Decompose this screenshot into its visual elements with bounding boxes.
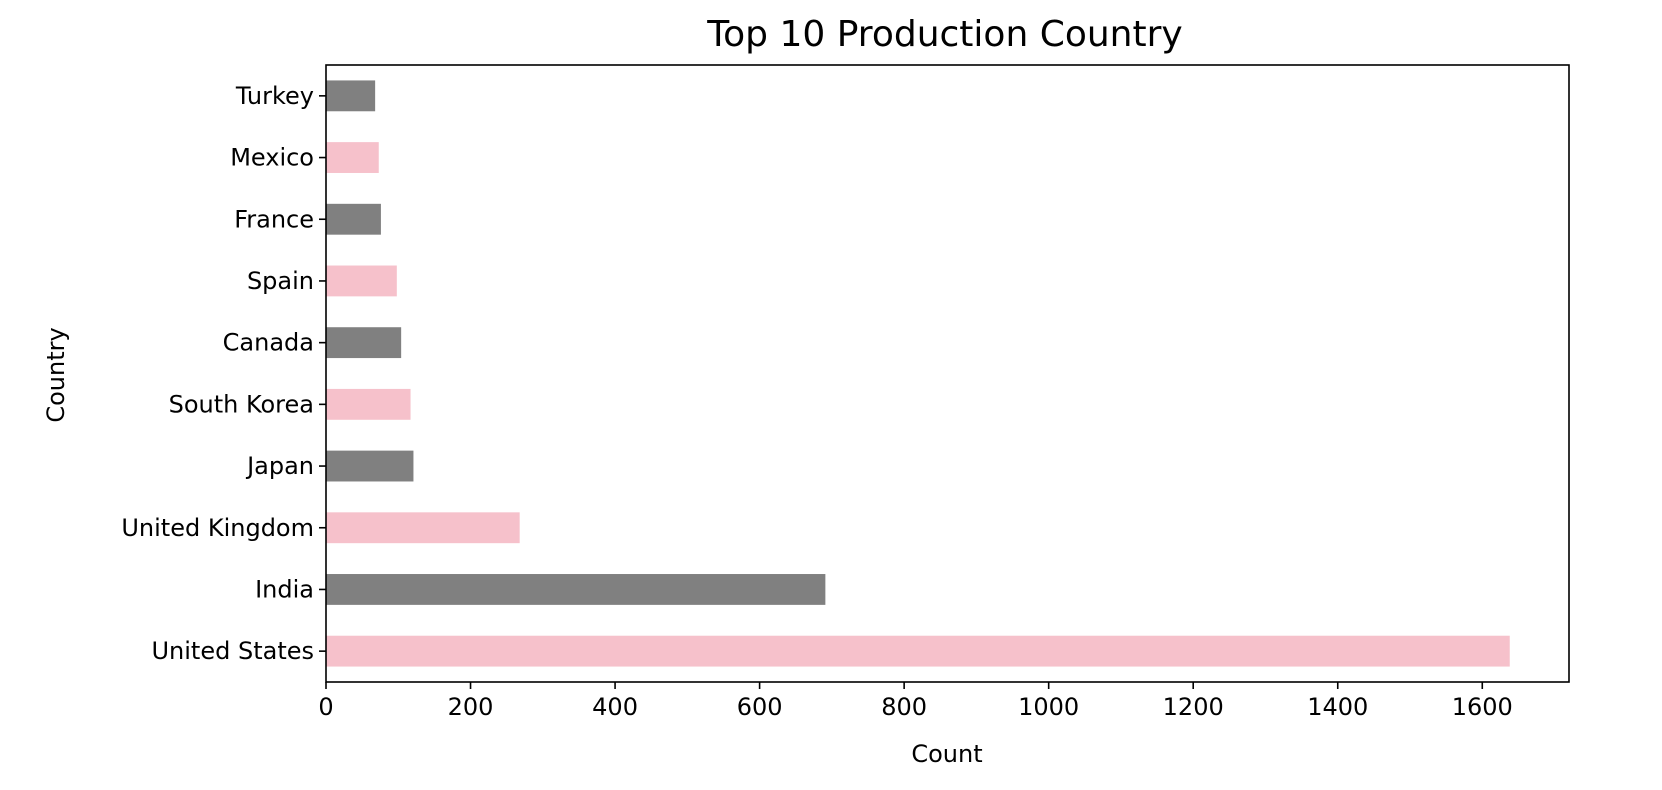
x-axis-ticks: 0 200 400 600 800 1000 1200 1400 1600 (318, 682, 1513, 721)
x-tick-label-1400: 1400 (1307, 693, 1368, 721)
x-tick-label-600: 600 (737, 693, 783, 721)
y-tick-label-spain: Spain (247, 267, 314, 295)
x-tick-label-800: 800 (881, 693, 927, 721)
x-tick-label-1200: 1200 (1163, 693, 1224, 721)
y-axis-ticks: United States India United Kingdom Japan Sou… (121, 82, 326, 665)
bar-mexico (326, 142, 379, 173)
y-tick-label-france: France (234, 205, 314, 233)
y-tick-label-turkey: Turkey (235, 82, 314, 110)
x-tick-label-0: 0 (318, 693, 333, 721)
bar-turkey (326, 80, 376, 112)
bar-united-kingdom (326, 512, 520, 544)
y-tick-label-mexico: Mexico (230, 144, 314, 172)
y-tick-label-united-kingdom: United Kingdom (121, 514, 314, 542)
x-tick-label-400: 400 (592, 693, 638, 721)
bar-canada (326, 327, 402, 359)
y-tick-label-south-korea: South Korea (169, 390, 314, 418)
bar-spain (326, 265, 397, 297)
plot-frame (325, 64, 1570, 683)
y-axis-label: Country (42, 327, 70, 422)
y-tick-label-united-states: United States (151, 637, 314, 665)
bar-japan (326, 450, 414, 482)
bars-group (326, 80, 1510, 667)
y-tick-label-japan: Japan (245, 452, 314, 480)
bar-france (326, 203, 381, 235)
bar-united-states (326, 635, 1510, 667)
x-tick-label-1000: 1000 (1018, 693, 1079, 721)
y-tick-label-canada: Canada (223, 329, 314, 357)
y-tick-label-india: India (255, 575, 314, 603)
x-axis-label: Count (911, 740, 982, 768)
bar-south-korea (326, 388, 411, 420)
bar-india (326, 574, 826, 605)
chart-title: Top 10 Production Country (706, 14, 1182, 55)
x-tick-label-1600: 1600 (1452, 693, 1513, 721)
x-tick-label-200: 200 (448, 693, 494, 721)
